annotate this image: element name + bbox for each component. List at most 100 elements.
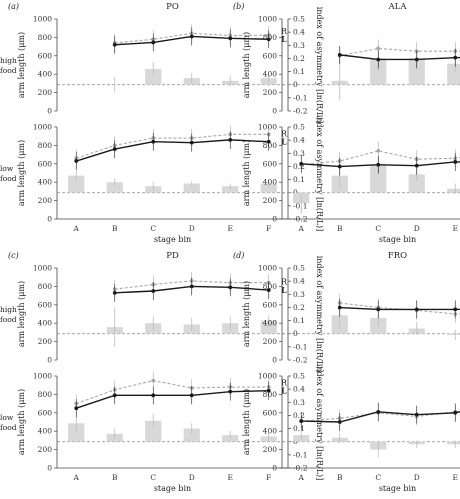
left-tick-label: 200 xyxy=(263,337,278,346)
right-tick-label: -0.2 xyxy=(293,107,308,116)
left-tick-label: 600 xyxy=(38,159,53,168)
series-L-label: L xyxy=(281,285,287,295)
food-label: low xyxy=(0,164,14,173)
left-tick-label: 600 xyxy=(263,159,278,168)
left-tick-label: 800 xyxy=(263,282,278,291)
x-tick-label: F xyxy=(266,224,271,233)
left-tick-label: 600 xyxy=(38,408,53,417)
right-tick-label: 0.2 xyxy=(293,303,305,312)
series-L-label: L xyxy=(281,34,287,44)
x-tick-label: E xyxy=(453,473,458,482)
left-axis-label: arm length (μm) xyxy=(17,389,26,455)
left-tick-label: 800 xyxy=(263,390,278,399)
left-tick-label: 1000 xyxy=(33,15,52,24)
x-tick-label: C xyxy=(375,473,381,482)
x-tick-label: E xyxy=(453,224,458,233)
series-L-line xyxy=(339,306,460,311)
left-tick-label: 200 xyxy=(38,88,53,97)
left-tick-label: 0 xyxy=(47,107,52,116)
x-tick-label: A xyxy=(298,224,305,233)
x-tick-label: D xyxy=(414,224,420,233)
x-tick-label: E xyxy=(228,224,233,233)
asymmetry-bar xyxy=(106,182,123,193)
x-tick-label: F xyxy=(266,473,271,482)
left-axis-label: arm length (μm) xyxy=(242,389,251,455)
x-tick-label: B xyxy=(337,224,343,233)
left-tick-label: 800 xyxy=(38,390,53,399)
panel-title: PD xyxy=(166,251,179,261)
left-tick-label: 0 xyxy=(272,215,277,224)
x-tick-label: C xyxy=(150,224,156,233)
left-tick-label: 1000 xyxy=(258,123,277,132)
right-tick-label: 0.1 xyxy=(293,67,305,76)
series-L-label: L xyxy=(281,137,287,147)
left-tick-label: 400 xyxy=(38,178,53,187)
x-tick-label: A xyxy=(298,473,305,482)
right-tick-label: -0.1 xyxy=(293,93,307,102)
left-tick-label: 0 xyxy=(272,464,277,473)
left-tick-label: 600 xyxy=(38,300,53,309)
series-R-line xyxy=(76,380,269,405)
left-axis-label: arm length (μm) xyxy=(242,32,251,98)
right-axis-label: index of asymmetry [ln(R/L)] xyxy=(315,256,324,373)
right-tick-label: 0.3 xyxy=(293,290,305,299)
asymmetry-bar xyxy=(145,68,162,85)
left-tick-label: 600 xyxy=(263,51,278,60)
right-tick-label: 0.1 xyxy=(293,316,305,325)
right-tick-label: 0.5 xyxy=(293,372,305,381)
x-tick-label: B xyxy=(112,473,118,482)
asymmetry-bar xyxy=(408,174,425,193)
right-tick-label: -0.1 xyxy=(293,201,307,210)
left-tick-label: 600 xyxy=(263,408,278,417)
panel-label: (c) xyxy=(8,251,19,260)
left-tick-label: 200 xyxy=(263,88,278,97)
right-tick-label: -0.2 xyxy=(293,356,308,365)
left-tick-label: 1000 xyxy=(258,372,277,381)
left-axis-label: arm length (μm) xyxy=(17,140,26,206)
food-label: food xyxy=(0,66,17,75)
asymmetry-bar xyxy=(145,420,162,442)
left-tick-label: 0 xyxy=(47,356,52,365)
left-tick-label: 1000 xyxy=(33,372,52,381)
asymmetry-bar xyxy=(408,58,425,85)
left-tick-label: 200 xyxy=(263,445,278,454)
left-tick-label: 200 xyxy=(38,337,53,346)
asymmetry-bar xyxy=(447,441,460,445)
left-tick-label: 200 xyxy=(263,196,278,205)
left-tick-label: 400 xyxy=(38,70,53,79)
left-tick-label: 600 xyxy=(38,51,53,60)
food-label: high xyxy=(0,56,17,65)
food-label: food xyxy=(0,174,17,183)
left-tick-label: 400 xyxy=(263,178,278,187)
left-tick-label: 0 xyxy=(272,356,277,365)
x-tick-label: D xyxy=(189,224,195,233)
left-axis-label: arm length (μm) xyxy=(17,32,26,98)
asymmetry-bar xyxy=(447,333,460,336)
right-tick-label: 0.3 xyxy=(293,41,305,50)
asymmetry-bar xyxy=(260,183,277,193)
series-R-line xyxy=(76,133,269,159)
left-tick-label: 400 xyxy=(263,70,278,79)
right-tick-label: 0.3 xyxy=(293,398,305,407)
x-tick-label: D xyxy=(189,473,195,482)
left-axis-label: arm length (μm) xyxy=(242,140,251,206)
x-tick-label: A xyxy=(73,224,80,233)
asymmetry-bar xyxy=(68,423,85,442)
x-tick-label: C xyxy=(150,473,156,482)
x-tick-label: E xyxy=(228,473,233,482)
asymmetry-bar xyxy=(222,186,239,193)
left-tick-label: 800 xyxy=(38,282,53,291)
panel-label: (b) xyxy=(233,2,244,11)
right-axis-label: index of asymmetry [ln(R/L)] xyxy=(315,7,324,124)
right-tick-label: 0.2 xyxy=(293,54,305,63)
right-tick-label: 0.1 xyxy=(293,424,305,433)
right-tick-label: 0.5 xyxy=(293,264,305,273)
asymmetry-bar xyxy=(183,428,200,442)
x-axis-label: stage bin xyxy=(154,484,191,493)
series-L-line xyxy=(301,411,460,423)
food-label: food xyxy=(0,423,17,432)
left-tick-label: 400 xyxy=(263,427,278,436)
series-L-line xyxy=(301,161,460,168)
right-tick-label: 0 xyxy=(293,80,298,89)
left-tick-label: 400 xyxy=(38,319,53,328)
